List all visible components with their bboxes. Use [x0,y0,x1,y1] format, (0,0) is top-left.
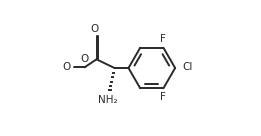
Text: O: O [62,62,70,72]
Text: F: F [160,34,166,44]
Text: F: F [160,92,166,102]
Text: O: O [90,24,98,34]
Text: NH₂: NH₂ [98,95,118,105]
Text: Cl: Cl [182,62,193,72]
Text: O: O [81,54,89,64]
